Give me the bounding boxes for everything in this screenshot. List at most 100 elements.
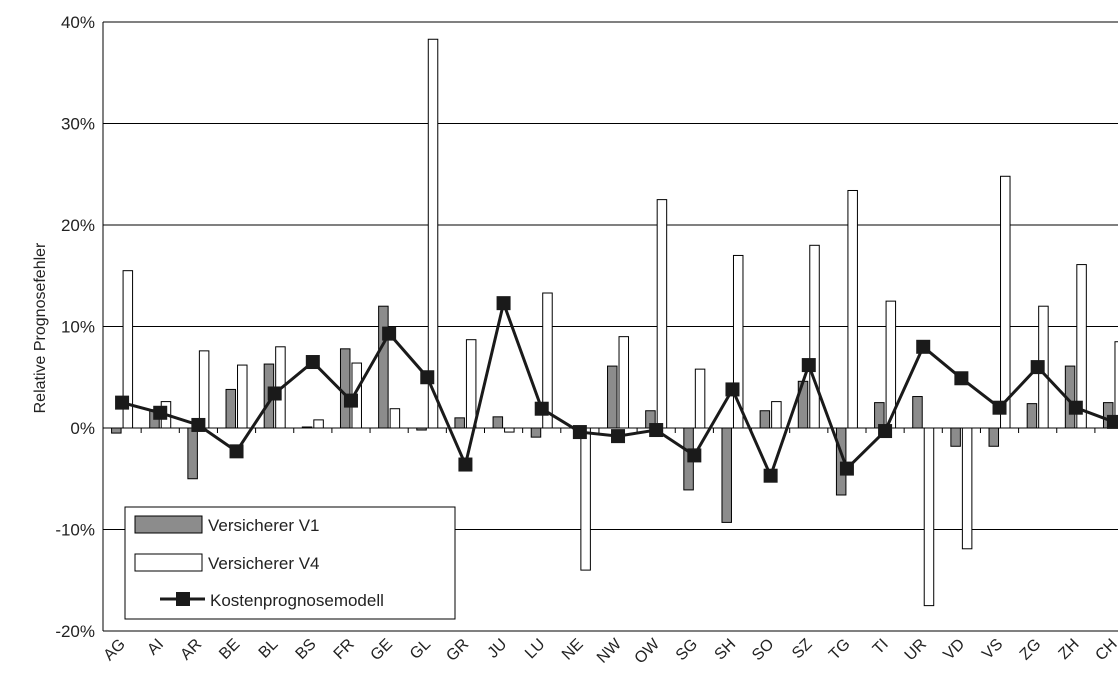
x-tick-label-ne: NE <box>559 636 587 664</box>
model-point-lu <box>534 401 549 416</box>
x-tick-label-be: BE <box>216 636 243 663</box>
legend-label-v4: Versicherer V4 <box>208 554 320 573</box>
y-tick-label: 0% <box>70 419 95 438</box>
x-tick-label-ai: AI <box>144 636 167 659</box>
bar-v4-ju <box>504 427 515 433</box>
line-series <box>115 296 1118 483</box>
x-tick-label-ti: TI <box>870 636 892 658</box>
bar-v4-ur <box>923 427 935 607</box>
y-tick-label: 10% <box>61 318 95 337</box>
bar-v4-sg <box>694 368 706 429</box>
legend-label-model: Kostenprognosemodell <box>210 591 384 610</box>
bar-v4-ar <box>198 350 210 429</box>
x-tick-label-bl: BL <box>256 636 282 662</box>
bar-v1-ar <box>187 427 198 480</box>
bar-v4-ow <box>656 199 668 429</box>
model-point-gl <box>420 370 435 385</box>
x-tick-label-ur: UR <box>902 636 930 664</box>
y-tick-label: -10% <box>55 521 95 540</box>
x-tick-label-vs: VS <box>979 636 1006 663</box>
bar-v1-vs <box>988 427 1000 447</box>
model-point-be <box>229 444 244 459</box>
bar-v1-sh <box>721 427 732 523</box>
bar-v1-be <box>225 388 237 429</box>
model-point-ne <box>572 425 587 440</box>
bar-v1-ag <box>111 427 122 434</box>
bar-v1-nw <box>607 365 618 429</box>
x-tick-label-sz: SZ <box>789 636 816 663</box>
model-point-zg <box>1030 360 1045 375</box>
bar-v1-ge <box>378 305 389 429</box>
bar-v4-ne <box>580 427 591 571</box>
model-point-sg <box>687 448 702 463</box>
x-tick-label-zg: ZG <box>1017 636 1045 664</box>
model-point-so <box>763 468 778 483</box>
model-point-ch <box>1106 414 1118 429</box>
x-tick-label-ge: GE <box>368 636 396 664</box>
model-point-zh <box>1068 400 1083 415</box>
axes <box>102 22 1118 631</box>
y-tick-label: 30% <box>61 115 95 134</box>
bar-v1-fr <box>339 348 351 429</box>
model-point-ai <box>153 405 168 420</box>
legend-swatch-v1 <box>134 515 203 534</box>
x-tick-label-sg: SG <box>673 636 701 664</box>
bar-v4-nw <box>618 336 630 429</box>
model-point-ur <box>916 339 931 354</box>
bar-v4-sz <box>809 244 820 429</box>
legend-swatch-v4 <box>134 553 203 572</box>
y-tick-label: -20% <box>55 622 95 641</box>
bar-v4-vs <box>1000 175 1011 429</box>
model-point-gr <box>458 457 473 472</box>
y-tick-label: 40% <box>61 13 95 32</box>
model-point-ge <box>382 326 397 341</box>
x-tick-label-lu: LU <box>522 636 548 662</box>
x-tick-label-zh: ZH <box>1056 636 1083 663</box>
bar-v4-tg <box>847 189 858 429</box>
bar-v4-gr <box>465 339 477 429</box>
legend-label-v1: Versicherer V1 <box>208 516 320 535</box>
y-tick-label: 20% <box>61 216 95 235</box>
x-tick-label-sh: SH <box>712 636 740 664</box>
model-point-bs <box>305 355 320 370</box>
bar-v1-ju <box>492 416 504 429</box>
legend-marker-model <box>176 592 190 606</box>
bar-v1-gr <box>454 417 465 429</box>
x-tick-label-ch: CH <box>1092 636 1118 664</box>
x-tick-label-nw: NW <box>594 635 626 667</box>
x-tick-label-ag: AG <box>101 636 129 664</box>
bar-v1-zg <box>1026 403 1038 429</box>
model-point-ju <box>496 296 511 311</box>
model-point-ow <box>649 423 664 438</box>
legend: Versicherer V1 Versicherer V4 Kostenprog… <box>124 506 456 620</box>
bar-v1-vd <box>950 427 961 447</box>
model-point-vs <box>992 400 1007 415</box>
model-point-sh <box>725 382 740 397</box>
bar-v1-so <box>759 410 771 429</box>
x-tick-label-vd: VD <box>940 636 968 664</box>
model-point-ti <box>878 424 893 439</box>
x-tick-label-fr: FR <box>331 636 358 663</box>
x-tick-label-ar: AR <box>177 636 205 664</box>
model-point-tg <box>839 461 854 476</box>
bar-v4-vd <box>961 427 973 550</box>
x-tick-label-gl: GL <box>407 636 434 663</box>
model-point-nw <box>611 429 626 444</box>
bar-v4-so <box>771 401 782 429</box>
model-point-ar <box>191 417 206 432</box>
bar-v4-be <box>237 364 248 429</box>
bar-v4-bs <box>313 419 324 429</box>
model-point-vd <box>954 371 969 386</box>
bar-v4-gl <box>427 38 439 429</box>
bar-v1-ur <box>912 396 923 429</box>
model-point-sz <box>801 358 816 373</box>
y-axis-label: Relative Prognosefehler <box>32 242 49 413</box>
x-tick-label-ow: OW <box>632 635 664 667</box>
x-tick-label-ju: JU <box>485 636 511 662</box>
x-tick-label-gr: GR <box>443 636 472 665</box>
x-tick-label-tg: TG <box>826 636 854 664</box>
model-point-ag <box>115 395 130 410</box>
bar-v1-lu <box>530 427 542 438</box>
model-point-bl <box>267 386 282 401</box>
